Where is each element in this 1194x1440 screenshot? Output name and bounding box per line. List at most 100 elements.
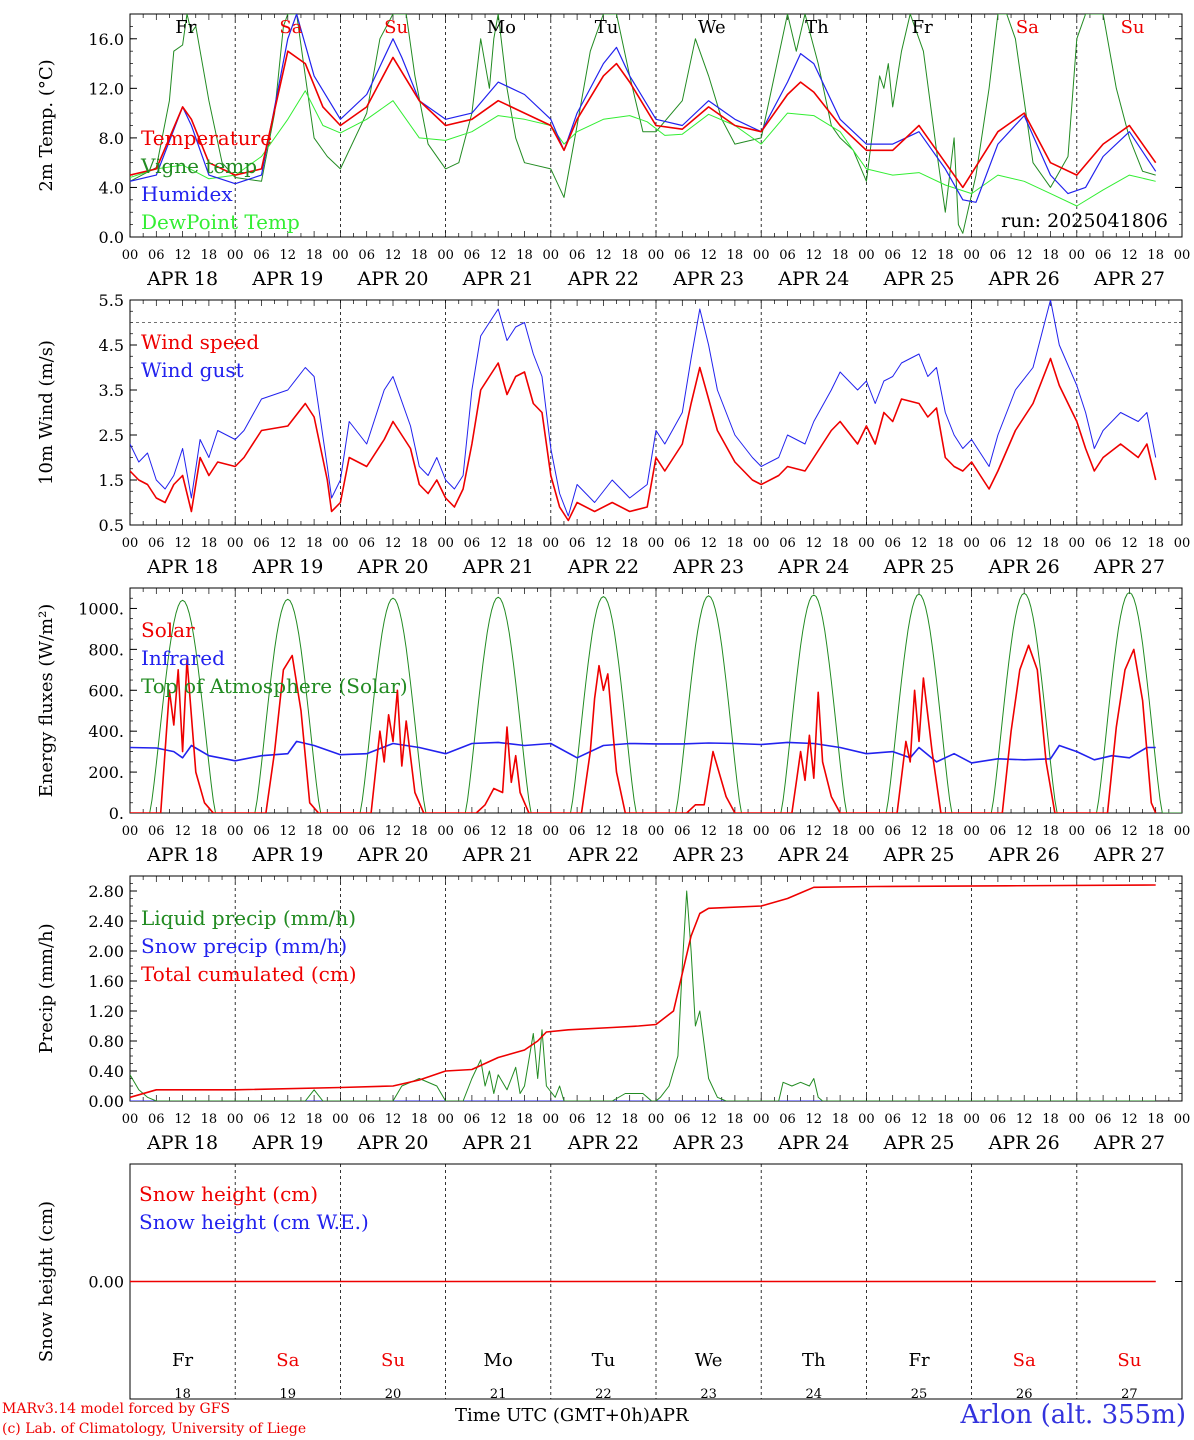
x-hour-label-wind: 00 bbox=[437, 536, 454, 551]
x-hour-label-temp: 00 bbox=[648, 248, 665, 263]
legend-entry-temp: Humidex bbox=[141, 182, 233, 206]
y-tick-label-wind: 4.5 bbox=[99, 336, 124, 355]
x-hour-label-temp: 18 bbox=[621, 248, 638, 263]
x-hour-label-energy: 06 bbox=[990, 824, 1007, 839]
x-date-label-temp: APR 27 bbox=[1093, 268, 1165, 290]
y-tick-label-temp: 0.0 bbox=[99, 228, 124, 247]
legend-entry-snow: Snow height (cm W.E.) bbox=[139, 1210, 369, 1234]
x-date-label-wind: APR 20 bbox=[356, 556, 428, 578]
x-hour-label-energy: 06 bbox=[253, 824, 270, 839]
day-name-label: Sa bbox=[1016, 17, 1039, 38]
y-tick-label-precip: 0.00 bbox=[88, 1092, 124, 1111]
x-hour-label-temp: 06 bbox=[674, 248, 691, 263]
x-hour-label-wind: 00 bbox=[227, 536, 244, 551]
x-hour-label-energy: 12 bbox=[911, 824, 928, 839]
x-hour-label-wind: 12 bbox=[1016, 536, 1033, 551]
day-name-label: Th bbox=[805, 17, 829, 38]
x-hour-label-precip: 12 bbox=[595, 1112, 612, 1127]
legend-entry-energy: Solar bbox=[141, 618, 195, 642]
x-hour-label-wind: 06 bbox=[990, 536, 1007, 551]
x-hour-label-wind: 00 bbox=[753, 536, 770, 551]
bottom-day-name: Th bbox=[802, 1350, 826, 1371]
x-hour-label-energy: 12 bbox=[1121, 824, 1138, 839]
x-hour-label-precip: 00 bbox=[437, 1112, 454, 1127]
x-hour-label-temp: 12 bbox=[174, 248, 191, 263]
series-line-wind-wind-speed bbox=[130, 357, 1157, 522]
x-hour-label-wind: 06 bbox=[1095, 536, 1112, 551]
x-hour-label-wind: 18 bbox=[306, 536, 323, 551]
x-hour-label-wind: 00 bbox=[1069, 536, 1086, 551]
x-hour-label-energy: 12 bbox=[490, 824, 507, 839]
x-hour-label-precip: 06 bbox=[779, 1112, 796, 1127]
x-hour-label-precip: 18 bbox=[832, 1112, 849, 1127]
x-hour-label-energy: 06 bbox=[884, 824, 901, 839]
bottom-day-name: Tu bbox=[592, 1350, 616, 1371]
y-tick-label-temp: 16.0 bbox=[88, 30, 124, 49]
x-hour-label-wind: 00 bbox=[332, 536, 349, 551]
x-date-label-precip: APR 22 bbox=[567, 1132, 639, 1154]
x-hour-label-wind: 00 bbox=[963, 536, 980, 551]
x-hour-label-precip: 18 bbox=[516, 1112, 533, 1127]
x-hour-label-energy: 00 bbox=[963, 824, 980, 839]
x-hour-label-energy: 18 bbox=[621, 824, 638, 839]
x-hour-label-wind: 06 bbox=[779, 536, 796, 551]
x-hour-label-energy: 18 bbox=[201, 824, 218, 839]
x-hour-label-temp: 12 bbox=[385, 248, 402, 263]
y-axis-label-snow: Snow height (cm) bbox=[36, 1201, 57, 1362]
bottom-day-number: 23 bbox=[700, 1387, 717, 1402]
series-line-temp-humidex bbox=[130, 14, 1157, 203]
x-hour-label-precip: 00 bbox=[122, 1112, 139, 1127]
x-hour-label-wind: 06 bbox=[148, 536, 165, 551]
x-hour-label-precip: 12 bbox=[700, 1112, 717, 1127]
x-hour-label-energy: 06 bbox=[1095, 824, 1112, 839]
x-hour-label-precip: 06 bbox=[674, 1112, 691, 1127]
x-date-label-energy: APR 26 bbox=[988, 844, 1060, 866]
x-hour-label-temp: 06 bbox=[253, 248, 270, 263]
bottom-day-number: 26 bbox=[1016, 1387, 1033, 1402]
y-tick-label-temp: 4.0 bbox=[99, 178, 124, 197]
x-hour-label-energy: 18 bbox=[1042, 824, 1059, 839]
x-hour-label-precip: 06 bbox=[569, 1112, 586, 1127]
x-hour-label-temp: 18 bbox=[306, 248, 323, 263]
x-hour-label-precip: 06 bbox=[884, 1112, 901, 1127]
bottom-day-name: Su bbox=[1117, 1350, 1141, 1371]
panel-frame-energy bbox=[129, 587, 1183, 814]
x-hour-label-precip: 12 bbox=[385, 1112, 402, 1127]
y-tick-label-energy: 0. bbox=[109, 804, 124, 823]
y-tick-label-energy: 1000. bbox=[78, 599, 124, 618]
x-hour-label-precip: 06 bbox=[990, 1112, 1007, 1127]
legend-entry-precip: Total cumulated (cm) bbox=[141, 962, 357, 986]
x-hour-label-temp: 00 bbox=[122, 248, 139, 263]
x-hour-label-precip: 00 bbox=[543, 1112, 560, 1127]
x-axis-month: APR bbox=[649, 1405, 689, 1426]
y-tick-label-energy: 200. bbox=[88, 763, 124, 782]
x-date-label-temp: APR 19 bbox=[251, 268, 323, 290]
x-hour-label-wind: 06 bbox=[884, 536, 901, 551]
x-date-label-wind: APR 23 bbox=[672, 556, 744, 578]
x-hour-label-temp: 12 bbox=[806, 248, 823, 263]
x-hour-label-precip: 06 bbox=[253, 1112, 270, 1127]
bottom-day-number: 19 bbox=[280, 1387, 297, 1402]
x-hour-label-wind: 12 bbox=[806, 536, 823, 551]
bottom-day-name: Fr bbox=[172, 1350, 193, 1371]
x-hour-label-energy: 18 bbox=[727, 824, 744, 839]
x-axis-title-text: Time UTC (GMT+0h) bbox=[455, 1405, 650, 1426]
x-hour-label-energy: 18 bbox=[516, 824, 533, 839]
x-hour-label-temp: 12 bbox=[1016, 248, 1033, 263]
x-hour-label-temp: 06 bbox=[464, 248, 481, 263]
x-hour-label-energy: 00 bbox=[753, 824, 770, 839]
x-hour-label-energy: 06 bbox=[358, 824, 375, 839]
x-hour-label-energy: 00 bbox=[543, 824, 560, 839]
y-tick-label-precip: 2.80 bbox=[88, 882, 124, 901]
x-hour-label-temp: 06 bbox=[779, 248, 796, 263]
y-tick-label-temp: 12.0 bbox=[88, 79, 124, 98]
y-tick-label-wind: 5.5 bbox=[99, 291, 124, 310]
y-tick-label-wind: 0.5 bbox=[99, 516, 124, 535]
bottom-day-number: 18 bbox=[174, 1387, 191, 1402]
x-hour-label-wind: 18 bbox=[201, 536, 218, 551]
x-hour-label-precip: 12 bbox=[174, 1112, 191, 1127]
x-date-label-precip: APR 24 bbox=[777, 1132, 849, 1154]
x-hour-label-temp: 12 bbox=[1121, 248, 1138, 263]
y-tick-label-wind: 3.5 bbox=[99, 381, 124, 400]
model-credit-line-1: MARv3.14 model forced by GFS bbox=[2, 1401, 231, 1417]
